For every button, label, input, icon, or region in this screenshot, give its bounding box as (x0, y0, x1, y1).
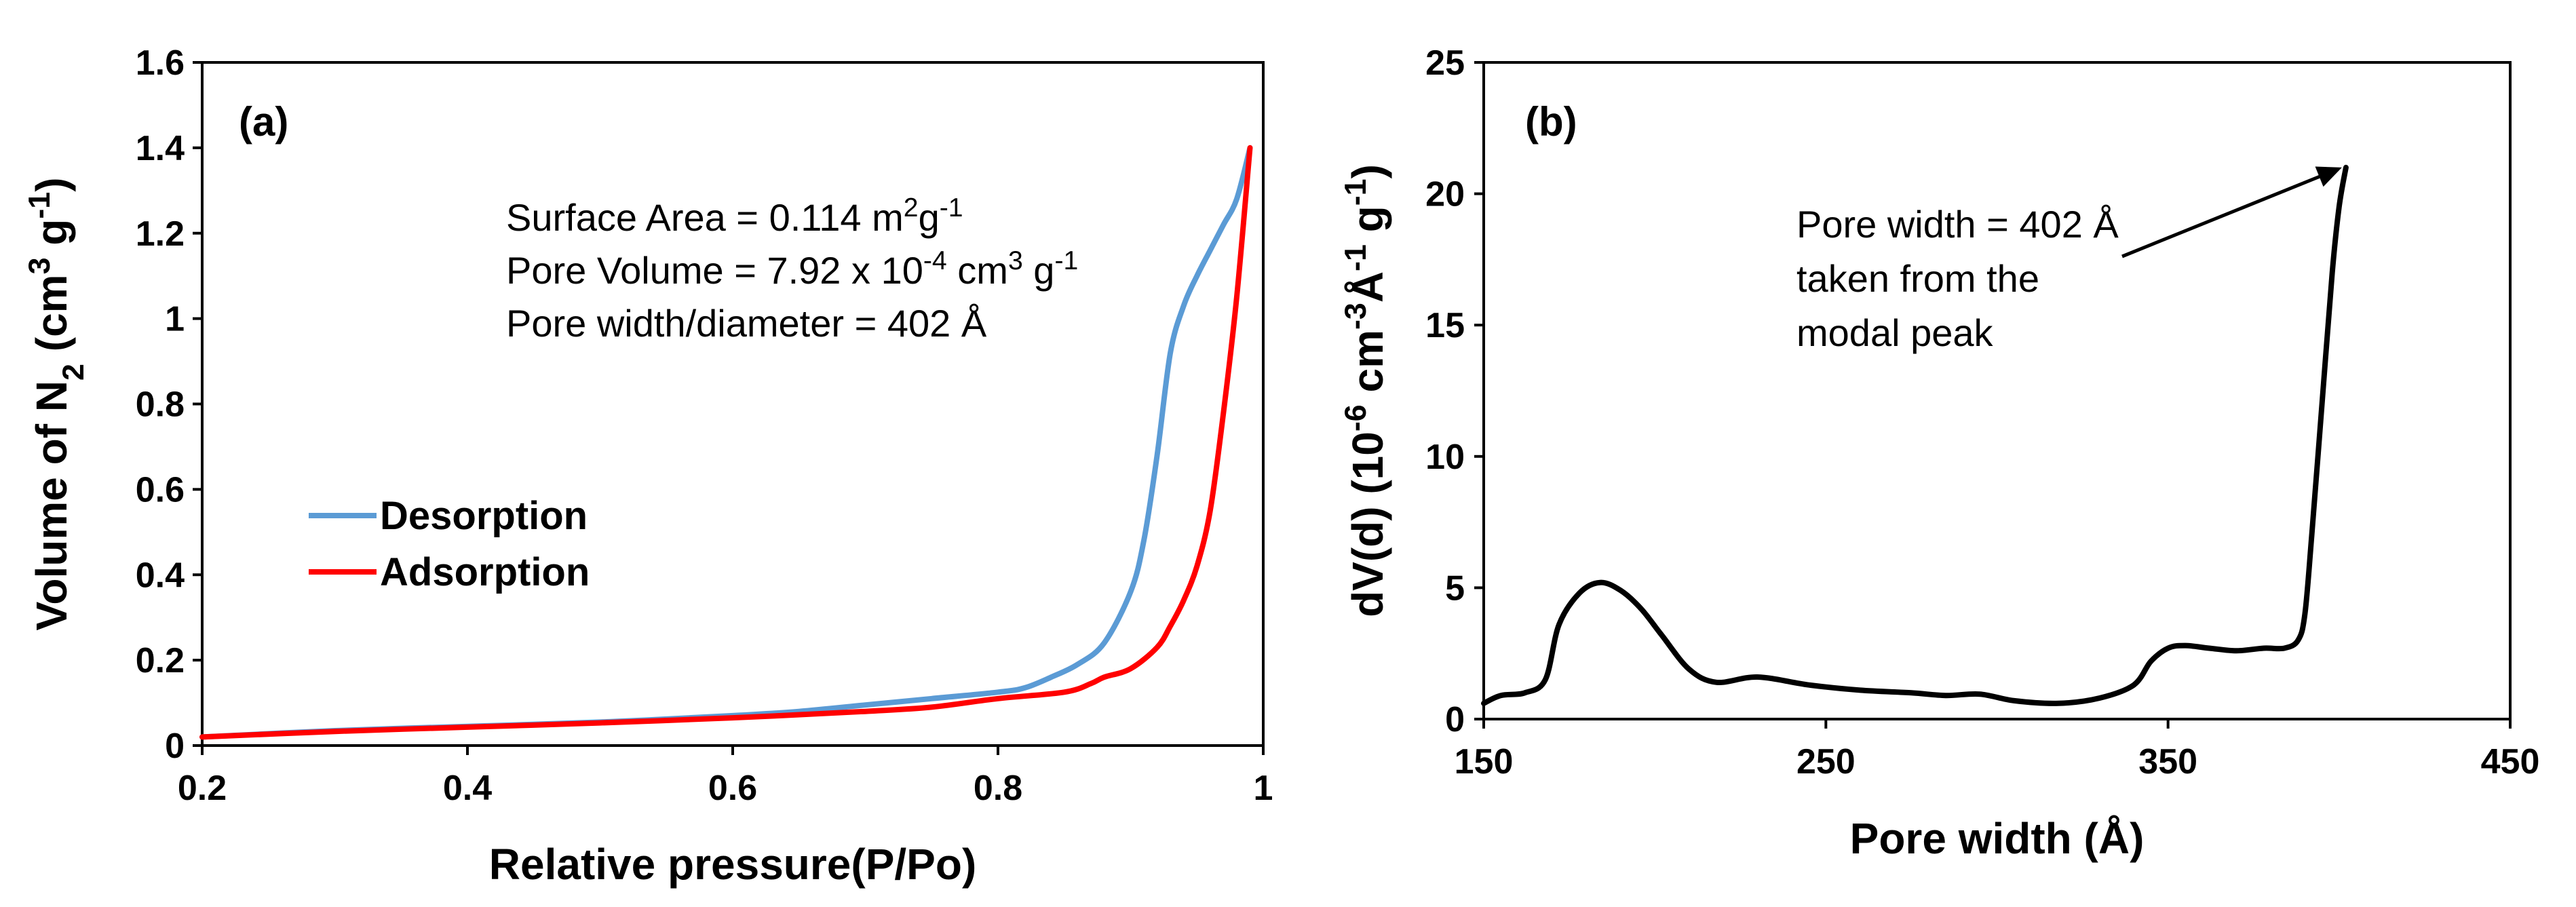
x-tick-label: 0.2 (178, 769, 227, 808)
y-tick-label: 1.4 (136, 129, 185, 168)
y-axis-title-part: ) (1343, 164, 1392, 178)
y-tick-label: 0.6 (136, 470, 185, 509)
y-axis-title-part: g (27, 219, 76, 258)
x-tick-label: 250 (1796, 742, 1856, 781)
x-tick-label: 0.8 (974, 769, 1022, 808)
annotation-pore-volume-part: g (1023, 249, 1055, 292)
y-axis-title-part: g (1343, 206, 1392, 244)
y-axis-title-part: cm (1343, 330, 1392, 404)
legend-label-desorption: Desorption (380, 494, 588, 538)
y-tick-label: 1.6 (136, 43, 185, 83)
annotation-pore-volume-part: -1 (1054, 246, 1078, 275)
y-tick-label: 15 (1425, 306, 1465, 345)
annotation-pore-width: Pore width/diameter = 402 Å (506, 302, 987, 345)
y-tick-label: 0.4 (136, 556, 185, 595)
y-axis-title-part: -1 (1339, 244, 1372, 271)
panel-label: (a) (239, 99, 288, 144)
annotation-line: taken from the (1796, 257, 2039, 300)
series-pore-distribution-line (1481, 164, 2349, 706)
x-tick-label: 450 (2481, 742, 2540, 781)
annotation-pore-width-part: Pore width/diameter = 402 Å (506, 302, 987, 345)
annotation-pore-volume-part: cm (947, 249, 1008, 292)
annotation-pore-volume-part: 3 (1008, 246, 1023, 275)
legend-label-adsorption: Adsorption (380, 550, 590, 594)
y-tick-label: 1 (165, 300, 185, 339)
series-adsorption-line (199, 144, 1253, 740)
annotation-line: modal peak (1796, 311, 1994, 354)
x-axis-title: Pore width (Å) (1850, 814, 2145, 863)
x-tick-label: 350 (2138, 742, 2197, 781)
y-axis-title-part: dV(d) (10 (1343, 431, 1392, 617)
annotation-pore-volume-part: Pore Volume = 7.92 x 10 (506, 249, 923, 292)
y-axis-title-part: (cm (27, 274, 76, 364)
panel-label: (b) (1525, 99, 1577, 144)
annotation-surface-area-part: g (919, 196, 940, 239)
annotation-pore-volume: Pore Volume = 7.92 x 10-4 cm3 g-1 (506, 246, 1078, 292)
x-tick-label: 0.6 (708, 769, 757, 808)
y-tick-label: 20 (1425, 175, 1465, 214)
x-tick-label: 150 (1455, 742, 1514, 781)
y-axis-title-part: 2 (56, 364, 90, 381)
y-tick-label: 0.2 (136, 641, 185, 680)
y-axis-title-part: Volume of N (27, 381, 76, 631)
plot-frame (1482, 61, 2512, 720)
panel-a: 00.20.40.60.811.21.41.60.2 0.4 0.6 0.8 1Rela… (22, 43, 1273, 889)
annotation-arrow-shaft (2121, 172, 2328, 258)
annotation-surface-area-part: Surface Area = 0.114 m (506, 196, 904, 239)
y-axis-title-part: -3 (1339, 303, 1372, 330)
annotation-line: Pore width = 402 Å (1796, 203, 2119, 246)
annotation-pore-volume-part: -4 (923, 246, 947, 275)
x-tick-label: 1 (1254, 769, 1273, 808)
y-axis-title-part: -6 (1339, 404, 1372, 431)
y-tick-label: 1.2 (136, 214, 185, 254)
y-tick-label: 5 (1445, 568, 1465, 608)
annotation-surface-area-part: 2 (904, 193, 919, 223)
annotation-surface-area-part: -1 (940, 193, 963, 223)
y-tick-label: 25 (1425, 43, 1465, 83)
y-axis-title: dV(d) (10-6 cm-3Å-1 g-1) (1339, 164, 1392, 617)
y-tick-label: 0 (1445, 700, 1465, 739)
y-axis-title-part: Å (1343, 271, 1392, 303)
y-axis-title-part: ) (27, 177, 76, 191)
y-tick-label: 0 (165, 727, 185, 766)
y-axis-title-part: -1 (22, 192, 56, 219)
y-tick-label: 10 (1425, 438, 1465, 477)
x-tick-label: 0.4 (443, 769, 492, 808)
x-axis-title: Relative pressure(P/Po) (489, 840, 977, 889)
y-axis-title-part: -1 (1339, 178, 1372, 206)
panel-b: 0 5 10 15 20 25 150 250 350 450 Pore width (Å) dV(d… (1339, 43, 2539, 863)
annotation-surface-area: Surface Area = 0.114 m2g-1 (506, 193, 963, 239)
y-axis-title-part: 3 (22, 258, 56, 275)
y-tick-label: 0.8 (136, 385, 185, 425)
annotation-arrow-head (2315, 166, 2342, 187)
y-axis-title: Volume of N2 (cm3 g-1) (22, 177, 90, 630)
